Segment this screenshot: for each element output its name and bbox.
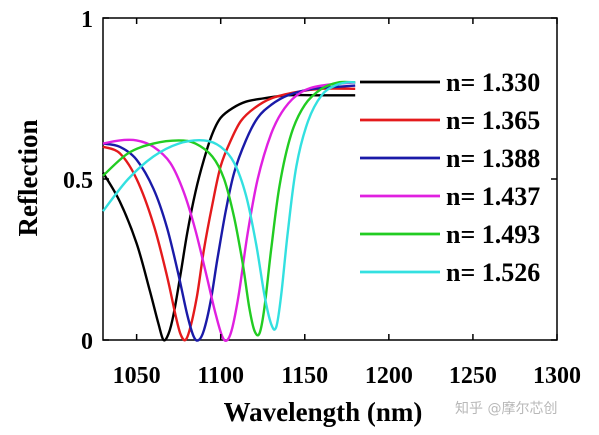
series-line-4 bbox=[102, 81, 356, 343]
legend-entry-label: n= 1.437 bbox=[446, 182, 540, 211]
x-tick-label: 1250 bbox=[449, 363, 497, 389]
series-layer bbox=[101, 80, 356, 343]
series-line-1 bbox=[101, 93, 356, 342]
y-tick-label: 0.5 bbox=[63, 168, 93, 194]
series-line-2 bbox=[102, 87, 356, 342]
y-axis-label: Reflection bbox=[13, 120, 43, 237]
watermark-text: 知乎 @摩尔芯创 bbox=[455, 400, 557, 417]
x-tick-label: 1050 bbox=[113, 363, 161, 389]
x-axis-label: Wavelength (nm) bbox=[224, 397, 423, 427]
y-tick-label: 0 bbox=[81, 329, 93, 355]
x-tick-label: 1200 bbox=[365, 363, 413, 389]
legend-entry-label: n= 1.365 bbox=[446, 106, 540, 135]
series-line-5 bbox=[102, 80, 356, 337]
series-line-6 bbox=[102, 80, 356, 331]
tick-layer: 1050 1100 1150 1200 1250 1300 0 0.5 1 bbox=[63, 7, 581, 389]
x-tick-label: 1150 bbox=[281, 363, 328, 389]
y-tick-label: 1 bbox=[81, 7, 93, 33]
series-line-3 bbox=[102, 84, 356, 342]
legend-entry-label: n= 1.526 bbox=[446, 258, 540, 287]
x-tick-label: 1100 bbox=[197, 363, 244, 389]
legend-entry-label: n= 1.493 bbox=[446, 220, 540, 249]
legend: n= 1.330 n= 1.365 n= 1.388 n= 1.437 n= 1.493… bbox=[360, 68, 540, 287]
legend-entry-label: n= 1.388 bbox=[446, 144, 540, 173]
x-tick-label: 1300 bbox=[533, 363, 581, 389]
legend-entry-label: n= 1.330 bbox=[446, 68, 540, 97]
